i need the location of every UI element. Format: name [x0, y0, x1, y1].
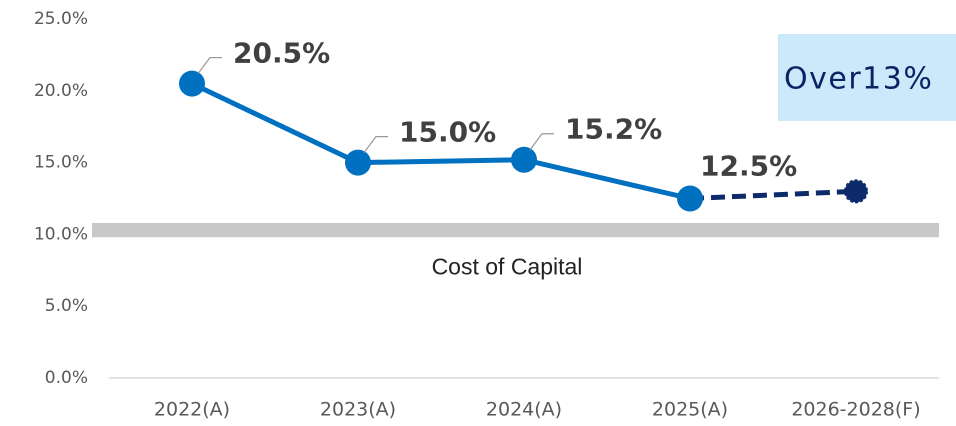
value-label: 20.5% — [233, 37, 330, 70]
cost-of-capital-band — [92, 222, 939, 238]
forecast-line — [689, 188, 857, 201]
x-tick-label: 2022(A) — [154, 399, 230, 421]
y-tick-label: 0.0% — [45, 368, 88, 388]
value-label: 15.2% — [565, 113, 662, 146]
marker — [179, 70, 205, 97]
y-tick-label: 20.0% — [34, 81, 88, 101]
forecast-box — [778, 34, 956, 121]
cost-of-capital-label: Cost of Capital — [432, 253, 583, 279]
forecast-label: Over13% — [784, 62, 933, 97]
marker — [511, 146, 537, 173]
series-line — [190, 81, 691, 201]
leader-line — [529, 133, 554, 151]
marker — [844, 179, 868, 204]
y-tick-label: 5.0% — [45, 296, 88, 316]
marker — [677, 185, 703, 212]
x-tick-label: 2023(A) — [320, 399, 396, 421]
x-tick-label: 2026-2028(F) — [791, 399, 920, 421]
y-tick-label: 15.0% — [34, 153, 88, 173]
leader-line — [197, 57, 222, 74]
leader-line — [363, 136, 388, 153]
x-tick-label: 2025(A) — [652, 399, 728, 421]
marker — [345, 149, 371, 176]
y-tick-label: 10.0% — [34, 224, 88, 244]
value-label: 12.5% — [700, 150, 797, 183]
x-tick-label: 2024(A) — [486, 399, 562, 421]
value-label: 15.0% — [399, 116, 496, 149]
y-tick-label: 25.0% — [34, 9, 88, 29]
